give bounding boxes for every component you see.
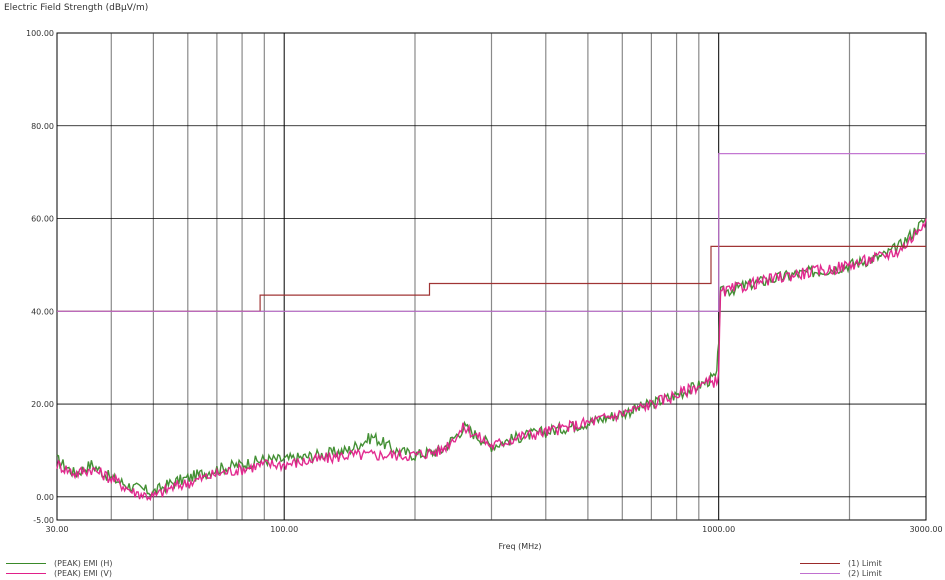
legend-swatch-limit-1: [800, 563, 840, 564]
legend-item-limit-2: (2) Limit: [800, 569, 882, 578]
legend-label-emi-h: (PEAK) EMI (H): [54, 559, 113, 568]
legend-swatch-limit-2: [800, 573, 840, 574]
legend-swatch-emi-h: [6, 563, 46, 564]
series-line-1-limit: [57, 245, 926, 312]
x-tick-label: 100.00: [270, 525, 298, 534]
y-tick-label: 100.00: [26, 29, 54, 38]
legend-label-limit-1: (1) Limit: [848, 559, 882, 568]
legend-swatch-emi-v: [6, 573, 46, 574]
x-axis-label: Freq (MHz): [498, 542, 542, 551]
x-tick-label: 3000.00: [909, 525, 942, 534]
y-tick-label: 0.00: [36, 493, 54, 502]
y-tick-label: -5.00: [33, 516, 54, 525]
y-tick-label: 20.00: [31, 400, 54, 409]
legend-item-emi-h: (PEAK) EMI (H): [6, 559, 113, 568]
y-tick-label: 40.00: [31, 307, 54, 316]
legend-item-emi-v: (PEAK) EMI (V): [6, 569, 112, 578]
series-line-2-limit: [57, 153, 926, 312]
x-tick-label: 1000.00: [702, 525, 735, 534]
legend-label-limit-2: (2) Limit: [848, 569, 882, 578]
y-tick-label: 60.00: [31, 215, 54, 224]
y-tick-label: 80.00: [31, 122, 54, 131]
legend-item-limit-1: (1) Limit: [800, 559, 882, 568]
legend-label-emi-v: (PEAK) EMI (V): [54, 569, 112, 578]
series-line-peak-emi-v: [56, 218, 927, 502]
x-tick-label: 30.00: [46, 525, 69, 534]
y-axis-label: Electric Field Strength (dBµV/m): [4, 3, 149, 13]
